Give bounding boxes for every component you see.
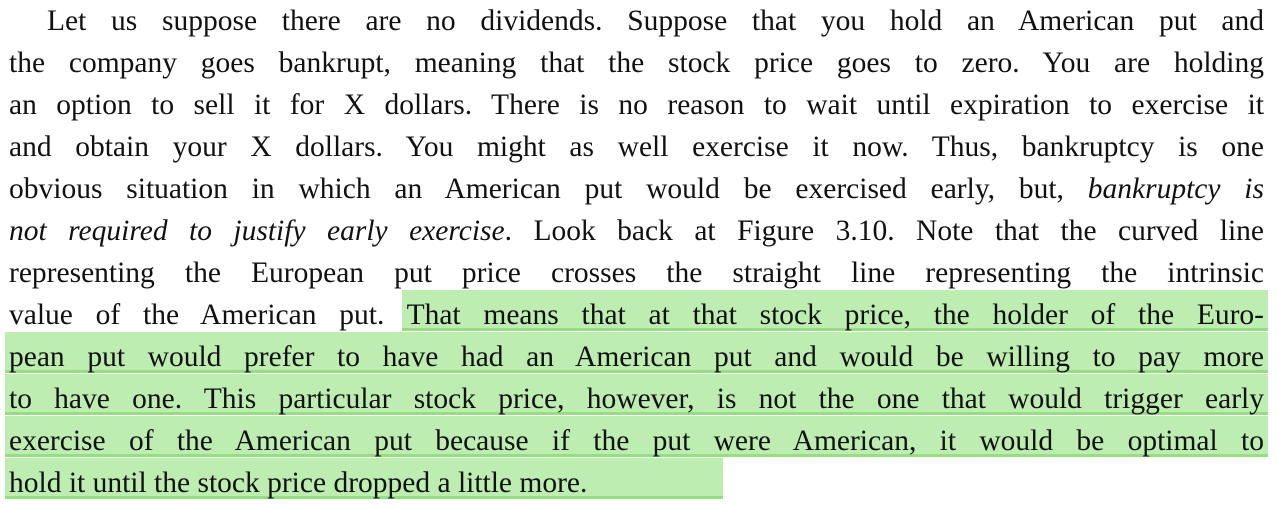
text-line: pean put would prefer to have had an Ame… [9,336,1264,378]
highlight-line-10 [5,374,1268,415]
text-segment: Let us suppose there are no dividends. S… [47,5,1264,37]
text-line: Let us suppose there are no dividends. S… [9,0,1264,42]
text-line: hold it until the stock price dropped a … [9,462,1264,504]
text-segment: . Look back at Figure 3.10. Note that th… [504,215,1264,247]
highlight-line-12 [5,458,723,499]
text-line: value of the American put. That means th… [9,294,1264,336]
text-segment: the company goes bankrupt, meaning that … [9,47,1264,79]
text-line: the company goes bankrupt, meaning that … [9,42,1264,84]
text-line: not required to justify early exercise. … [9,210,1264,252]
text-line: representing the European put price cros… [9,252,1264,294]
text-segment: an option to sell it for X dollars. Ther… [9,89,1264,121]
text-segment: That means that at that stock price, the… [406,299,1264,331]
text-segment: exercise of the American put because if … [9,425,1264,457]
text-line: an option to sell it for X dollars. Ther… [9,84,1264,126]
text-segment: to have one. This particular stock price… [9,383,1264,415]
italic-text: not required to justify early exercise [9,215,505,247]
italic-text: bankruptcy is [1087,173,1264,205]
text-line: obvious situation in which an American p… [9,168,1264,210]
text-segment: pean put would prefer to have had an Ame… [9,341,1264,373]
text-segment: hold it until the stock price dropped a … [9,467,588,499]
text-line: exercise of the American put because if … [9,420,1264,462]
text-segment: value of the American put. [9,299,407,331]
text-segment: obvious situation in which an American p… [9,173,1088,205]
highlight-line-8 [402,290,1268,331]
text-line: and obtain your X dollars. You might as … [9,126,1264,168]
text-segment: and obtain your X dollars. You might as … [9,131,1264,163]
text-segment: representing the European put price cros… [9,257,1264,289]
text-line: to have one. This particular stock price… [9,378,1264,420]
highlight-line-9 [5,332,1268,373]
highlight-line-11 [5,416,1268,457]
